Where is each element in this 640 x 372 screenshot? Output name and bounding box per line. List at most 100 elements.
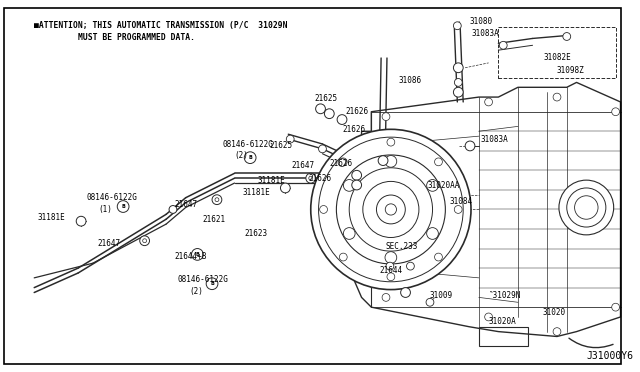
Circle shape (454, 206, 462, 214)
Text: ‶31029N: ‶31029N (488, 291, 521, 300)
Text: (1): (1) (99, 205, 113, 214)
Circle shape (363, 182, 419, 237)
Circle shape (349, 168, 433, 251)
Circle shape (319, 145, 326, 153)
Circle shape (499, 41, 507, 49)
Text: 31009: 31009 (430, 291, 453, 300)
Text: 31020AA: 31020AA (427, 180, 460, 189)
Text: 21644: 21644 (379, 266, 403, 275)
Circle shape (378, 156, 388, 166)
Text: 21621: 21621 (202, 215, 225, 224)
Circle shape (484, 98, 493, 106)
Circle shape (143, 239, 147, 243)
Circle shape (559, 180, 614, 235)
Text: 31181E: 31181E (258, 176, 285, 185)
Text: 21623: 21623 (244, 230, 268, 238)
Circle shape (191, 248, 204, 260)
Circle shape (212, 195, 222, 205)
Circle shape (465, 141, 475, 151)
Text: 31181E: 31181E (243, 188, 270, 197)
Circle shape (324, 109, 334, 119)
Circle shape (453, 63, 463, 73)
Circle shape (435, 158, 442, 166)
Circle shape (553, 93, 561, 101)
Circle shape (339, 158, 347, 166)
Text: 08146-6122G: 08146-6122G (87, 193, 138, 202)
Text: 21644+B: 21644+B (174, 252, 206, 261)
Circle shape (575, 196, 598, 219)
Circle shape (338, 158, 346, 166)
Text: 21647: 21647 (291, 161, 314, 170)
Text: 31083A: 31083A (471, 29, 499, 38)
Circle shape (215, 198, 219, 202)
Text: 21626: 21626 (345, 107, 368, 116)
Text: 21626: 21626 (330, 159, 353, 168)
Text: 21626: 21626 (342, 125, 365, 134)
Circle shape (117, 201, 129, 212)
Text: J31000Y6: J31000Y6 (586, 351, 634, 361)
Circle shape (280, 183, 290, 193)
Circle shape (385, 155, 397, 167)
Text: 21625: 21625 (315, 93, 338, 103)
Circle shape (612, 108, 620, 116)
Circle shape (427, 228, 438, 239)
Circle shape (337, 155, 445, 264)
Circle shape (352, 170, 362, 180)
Text: (2): (2) (189, 287, 204, 296)
FancyBboxPatch shape (379, 247, 420, 278)
Text: 21625: 21625 (269, 141, 293, 150)
Circle shape (306, 173, 316, 183)
Text: (2): (2) (234, 151, 248, 160)
Circle shape (385, 252, 397, 263)
Circle shape (140, 236, 150, 246)
Circle shape (567, 188, 606, 227)
Text: 08146-6122G: 08146-6122G (178, 275, 228, 284)
Circle shape (453, 22, 461, 30)
Text: 31080: 31080 (469, 17, 492, 26)
Circle shape (612, 303, 620, 311)
Text: 31084: 31084 (449, 197, 472, 206)
Text: SEC.233: SEC.233 (385, 242, 417, 251)
Circle shape (553, 328, 561, 336)
Text: 31086: 31086 (399, 76, 422, 85)
Circle shape (406, 262, 414, 270)
Text: 21626: 21626 (308, 174, 332, 183)
Circle shape (244, 152, 256, 164)
Circle shape (344, 180, 355, 191)
Text: MUST BE PROGRAMMED DATA.: MUST BE PROGRAMMED DATA. (78, 33, 195, 42)
Text: 08146-6122G: 08146-6122G (223, 141, 274, 150)
Circle shape (319, 206, 328, 214)
Circle shape (387, 273, 395, 280)
Circle shape (563, 33, 571, 41)
Circle shape (386, 262, 394, 270)
Circle shape (435, 253, 442, 261)
Text: B: B (210, 281, 214, 286)
Text: 21647: 21647 (98, 239, 121, 248)
Circle shape (286, 135, 294, 143)
Text: 31098Z: 31098Z (557, 66, 585, 75)
Circle shape (337, 115, 347, 125)
Circle shape (339, 253, 347, 261)
Circle shape (387, 138, 395, 146)
Circle shape (453, 87, 463, 97)
Text: ■ATTENTION; THIS AUTOMATIC TRANSMISSION (P/C  31029N: ■ATTENTION; THIS AUTOMATIC TRANSMISSION … (34, 21, 288, 30)
Text: 31082E: 31082E (543, 54, 571, 62)
Circle shape (454, 78, 462, 86)
Text: 31181E: 31181E (37, 213, 65, 222)
Text: 31083A: 31083A (481, 135, 509, 144)
Circle shape (169, 206, 177, 214)
Text: B: B (195, 252, 199, 257)
Circle shape (308, 176, 313, 180)
Circle shape (426, 298, 434, 306)
Text: 31020: 31020 (542, 308, 566, 317)
Circle shape (401, 288, 410, 297)
Text: 31020A: 31020A (488, 317, 516, 326)
Circle shape (311, 129, 471, 289)
Circle shape (319, 137, 463, 282)
Polygon shape (479, 327, 528, 346)
Text: B: B (121, 204, 125, 209)
Text: 21647: 21647 (174, 200, 197, 209)
Circle shape (382, 294, 390, 301)
Circle shape (316, 104, 325, 114)
Circle shape (206, 278, 218, 289)
